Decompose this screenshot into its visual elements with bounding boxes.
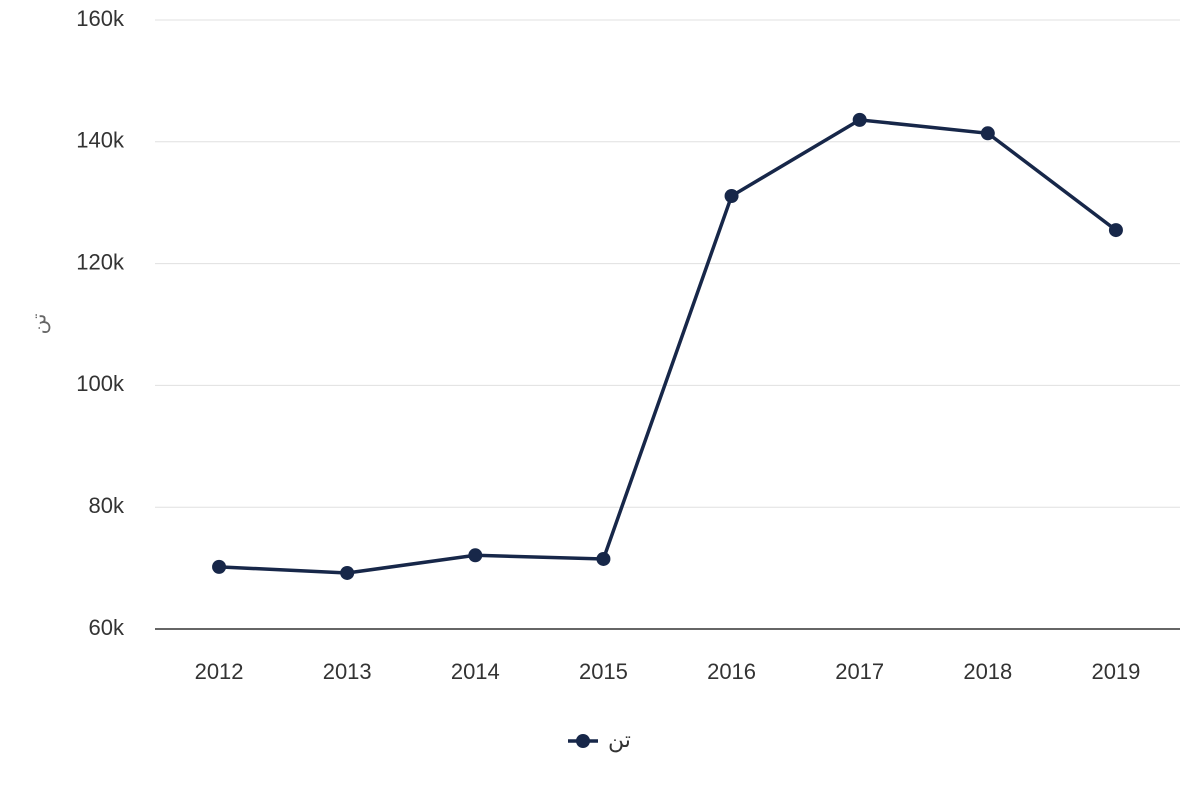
data-point [596,551,611,566]
data-point [980,126,995,141]
y-tick-label: 100k [76,371,125,396]
y-axis-label: تن [28,314,50,335]
x-tick-label: 2015 [579,659,628,684]
legend-marker [576,734,590,748]
x-tick-label: 2014 [451,659,500,684]
data-point [212,559,227,574]
y-tick-label: 120k [76,249,125,274]
x-tick-label: 2018 [963,659,1012,684]
y-tick-label: 160k [76,6,125,31]
y-tick-label: 60k [89,615,125,640]
data-point [852,112,867,127]
x-tick-label: 2016 [707,659,756,684]
data-point [1108,223,1123,238]
y-tick-label: 140k [76,128,125,153]
y-tick-label: 80k [89,493,125,518]
legend-label: تن [608,727,631,753]
x-tick-label: 2012 [195,659,244,684]
x-tick-label: 2013 [323,659,372,684]
data-point [468,548,483,563]
series-line [218,118,1117,575]
data-point [340,565,355,580]
x-tick-label: 2019 [1091,659,1140,684]
x-tick-label: 2017 [835,659,884,684]
data-point [724,189,739,204]
